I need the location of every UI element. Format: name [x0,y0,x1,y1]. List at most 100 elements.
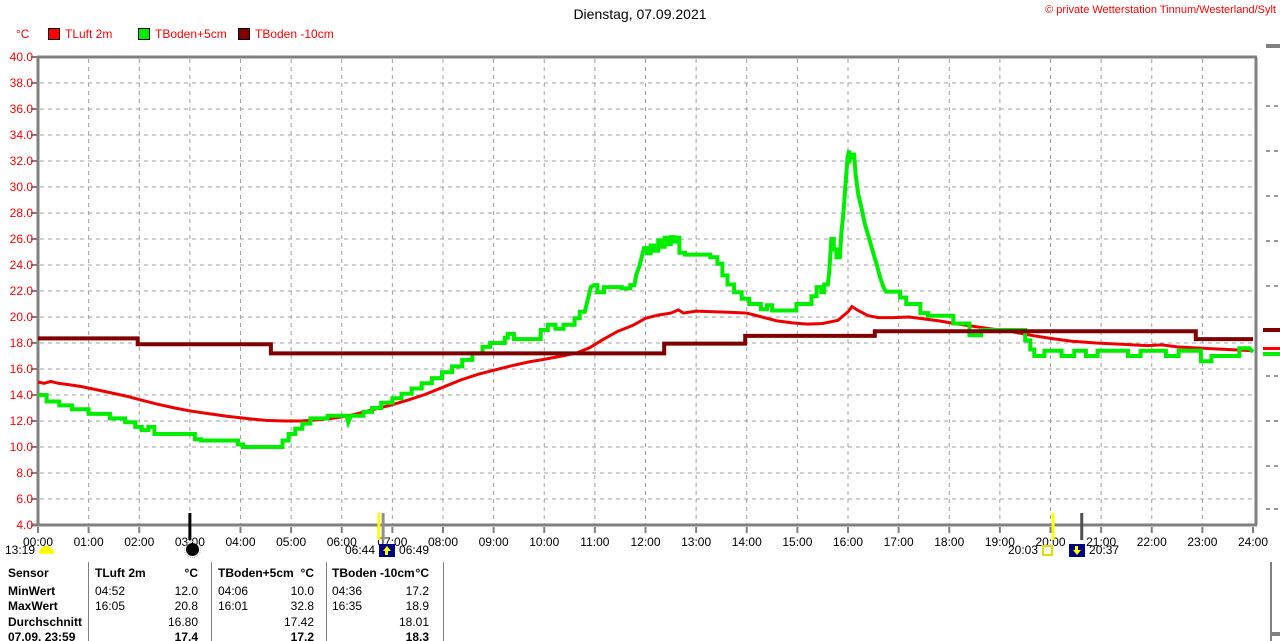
adjacent-chart-sliver [1274,195,1278,197]
sunset-annotation: 20:03 20:37 [1008,543,1119,557]
stats-cell: °C [300,566,314,580]
sunset-time: 20:03 [1008,543,1039,557]
y-tick-label: 20.0 [10,310,34,324]
stats-cell: 07.09. 23:59 [8,630,76,641]
stats-cell: Sensor [8,566,49,580]
legend-item-tboden-10cm: TBoden -10cm [238,27,334,41]
stats-cell: 18.3 [405,630,429,641]
adjacent-chart-sliver [1274,508,1278,510]
stats-column-divider [326,562,327,641]
legend-label: TBoden -10cm [255,27,334,41]
stats-cell: TLuft 2m [95,566,146,580]
adjacent-chart-sliver [1274,420,1278,422]
adjacent-chart-sliver [1263,328,1280,332]
stats-cell: 16:05 [95,599,126,613]
stats-cell: 20.8 [174,599,198,613]
adjacent-chart-sliver [1274,375,1278,377]
tboden-10cm-swatch-icon [238,28,250,40]
y-axis-unit-label: °C [16,27,30,41]
sunrise-time: 06:49 [399,543,430,557]
y-tick-label: 28.0 [10,206,34,220]
adjacent-chart-sliver [1266,105,1270,107]
adjacent-chart-sliver [1266,375,1270,377]
adjacent-chart-sliver [1266,150,1270,152]
x-tick-label: 23:00 [1187,535,1217,549]
adjacent-chart-sliver [1274,285,1278,287]
x-tick-label: 22:00 [1137,535,1167,549]
stats-column-divider [88,562,89,641]
legend-item-tluft-2m: TLuft 2m [48,27,112,41]
y-tick-label: 14.0 [10,388,34,402]
stats-cell: 04:06 [218,584,249,598]
adjacent-chart-sliver [1274,150,1278,152]
x-tick-label: 02:00 [124,535,154,549]
stats-cell: 17.42 [283,615,314,629]
new-moon-icon [184,541,201,558]
moon-icon [39,546,55,554]
y-tick-label: 12.0 [10,414,34,428]
dawn-time: 06:44 [345,543,376,557]
adjacent-chart-sliver [1266,420,1270,422]
sunset-icon [1069,543,1086,557]
x-tick-label: 13:00 [681,535,711,549]
moonset-time: 13:19 [5,543,36,557]
adjacent-chart-sliver [1266,44,1280,48]
x-tick-label: 10:00 [529,535,559,549]
adjacent-chart-sliver [1263,347,1280,350]
stats-cell: °C [184,566,198,580]
tboden-5cm-swatch-icon [138,28,150,40]
stats-cell: 17.2 [405,584,429,598]
stats-cell: 16.80 [167,615,198,629]
y-tick-label: 36.0 [10,102,34,116]
adjacent-chart-sliver [1266,465,1270,467]
tluft-2m-swatch-icon [48,28,60,40]
y-tick-label: 18.0 [10,336,34,350]
adjacent-chart-sliver [1266,508,1270,510]
stats-cell: 18.01 [398,615,429,629]
stats-cell: 17.4 [174,630,198,641]
adjacent-chart-sliver [1271,632,1280,636]
x-tick-label: 15:00 [782,535,812,549]
y-tick-label: 22.0 [10,284,34,298]
adjacent-chart-sliver [1266,195,1270,197]
x-tick-label: 19:00 [985,535,1015,549]
stats-cell: 10.0 [290,584,314,598]
stats-cell: MinWert [8,584,56,598]
y-tick-label: 4.0 [16,518,33,532]
sensor-stats-table: Sensor MinWert MaxWert Durchschnitt 07.09. 2… [0,560,460,641]
stats-cell: 04:52 [95,584,126,598]
stats-column-divider [443,562,444,641]
y-tick-label: 16.0 [10,362,34,376]
sun-square-icon [1042,544,1054,556]
stats-cell: 18.9 [405,599,429,613]
stats-cell: Durchschnitt [8,615,83,629]
stats-cell: 04:36 [332,584,363,598]
x-tick-label: 08:00 [428,535,458,549]
series-tboden-5cm [38,150,1255,449]
new-moon-annotation [184,541,201,561]
adjacent-chart-sliver [1263,352,1280,356]
x-tick-label: 12:00 [630,535,660,549]
x-tick-label: 18:00 [934,535,964,549]
y-tick-label: 38.0 [10,76,34,90]
y-tick-label: 34.0 [10,128,34,142]
copyright-note: © private Wetterstation Tinnum/Westerlan… [1045,4,1276,16]
dusk-time: 20:37 [1089,543,1120,557]
series-tluft-2m [37,304,1254,423]
stats-cell: 12.0 [174,584,198,598]
event-axis-mark [1080,513,1084,540]
adjacent-chart-sliver [1274,240,1278,242]
legend-item-tboden-5cm: TBoden+5cm [138,27,227,41]
x-tick-label: 24:00 [1238,535,1268,549]
stats-cell: 16:01 [218,599,249,613]
stats-cell: MaxWert [8,599,58,613]
adjacent-chart-sliver [1266,285,1270,287]
y-tick-label: 30.0 [10,180,34,194]
x-tick-label: 09:00 [479,535,509,549]
x-tick-label: 21:00 [1086,535,1116,549]
event-axis-mark [377,513,381,540]
series-tboden-10cm [38,329,1253,356]
event-axis-mark [1051,513,1055,540]
legend-label: TBoden+5cm [155,27,227,41]
